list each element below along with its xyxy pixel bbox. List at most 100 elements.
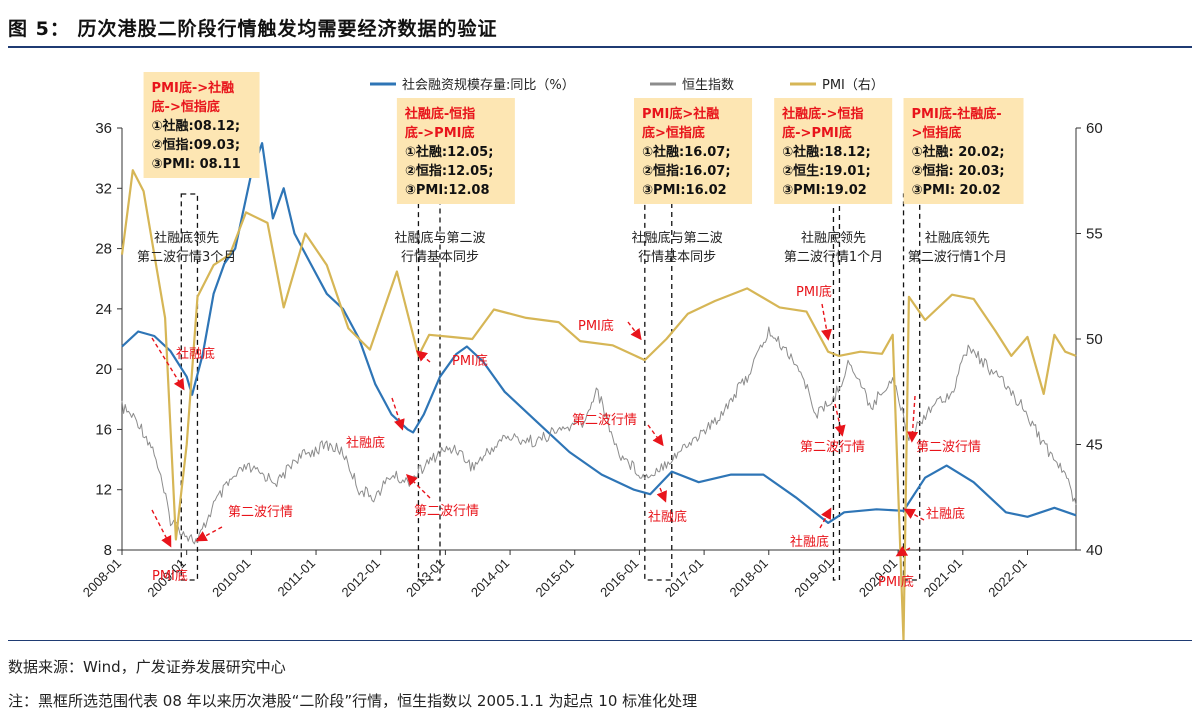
- window-description: 行情基本同步: [638, 250, 716, 265]
- annotation-label: PMI底: [578, 318, 614, 334]
- source-note: 数据来源：Wind，广发证券发展研究中心: [8, 658, 286, 676]
- info-box-line: ②恒指: 20.03;: [912, 163, 1005, 179]
- x-tick-label: 2016-01: [597, 556, 641, 600]
- info-box-line: ①社融:18.12;: [782, 144, 871, 160]
- x-tick-label: 2014-01: [468, 556, 512, 600]
- x-tick-label: 2022-01: [985, 556, 1029, 600]
- annotation-label: PMI底: [452, 353, 488, 369]
- annotation-label: PMI底: [152, 568, 188, 584]
- x-tick-label: 2011-01: [274, 556, 318, 600]
- info-box-line: ③PMI: 08.11: [152, 157, 241, 172]
- annotation-arrow: [819, 507, 832, 529]
- annotation-arrow: [656, 487, 667, 503]
- window-description: 第二波行情1个月: [908, 250, 1007, 265]
- info-box-line: 底>恒指底: [642, 125, 705, 141]
- annotation-arrow: [627, 321, 642, 341]
- y-right-tick-label: 55: [1086, 226, 1103, 243]
- annotation-arrow: [406, 474, 431, 499]
- info-box-line: ②恒生:19.01;: [782, 163, 871, 179]
- info-box: [774, 98, 893, 204]
- window-frame: [180, 193, 199, 581]
- info-box-line: 底->PMI底: [405, 125, 475, 141]
- y-right-tick-label: 60: [1086, 120, 1103, 137]
- info-box: [143, 72, 260, 178]
- bottom-rule: [8, 640, 1192, 641]
- x-tick-label: 2021-01: [921, 556, 965, 600]
- window-description: 第二波行情3个月: [137, 250, 236, 265]
- annotation-arrow: [151, 509, 172, 548]
- x-tick-label: 2017-01: [662, 556, 706, 600]
- annotation-arrow: [647, 424, 664, 447]
- annotation-label: 第二波行情: [800, 440, 865, 455]
- annotation-label: 社融底: [648, 509, 687, 525]
- info-box: [634, 98, 753, 204]
- annotation-label: 第二波行情: [572, 413, 637, 428]
- annotation-arrow: [903, 508, 925, 521]
- info-box-line: 社融底->恒指: [781, 106, 863, 122]
- info-box-line: ①社融: 20.02;: [912, 144, 1005, 160]
- info-box-line: ②恒指:16.07;: [642, 163, 731, 179]
- info-boxes: PMI底->社融底->恒指底 ①社融:08.12; ②恒指:09.03; ③PMI: …: [143, 72, 1024, 204]
- x-tick-label: 2010-01: [209, 556, 253, 600]
- info-box-line: ②恒指:12.05;: [405, 163, 494, 179]
- info-box-line: ③PMI: 20.02: [912, 183, 1001, 198]
- info-box-line: 底->恒指底: [152, 99, 220, 115]
- y-left-tick-label: 24: [95, 301, 112, 318]
- info-box-line: 底->PMI底: [782, 125, 852, 141]
- annotation-arrow: [821, 303, 833, 341]
- annotation-label: 第二波行情: [228, 505, 293, 520]
- figure-title: 图 5： 历次港股二阶段行情触发均需要经济数据的验证: [8, 18, 498, 40]
- window-description: 社融底与第二波: [632, 230, 723, 246]
- y-right-tick-label: 45: [1086, 437, 1103, 454]
- y-left-tick-label: 20: [95, 361, 112, 378]
- window-description: 第二波行情1个月: [784, 250, 883, 265]
- annotation-arrow: [415, 350, 431, 363]
- annotation-arrow: [895, 545, 911, 557]
- info-box-line: >恒指底: [912, 125, 962, 141]
- annotation-arrow: [195, 526, 223, 542]
- series-line-1: [121, 326, 1077, 545]
- title-rule: [8, 46, 1192, 48]
- y-right-tick-label: 50: [1086, 331, 1103, 348]
- x-tick-label: 2019-01: [791, 556, 835, 600]
- x-tick-label: 2012-01: [338, 556, 382, 600]
- info-box-line: PMI底-社融底-: [912, 106, 1002, 122]
- x-tick-label: 2018-01: [727, 556, 771, 600]
- legend-label: 社会融资规模存量:同比（%）: [402, 77, 575, 93]
- y-right-tick-label: 40: [1086, 542, 1103, 559]
- annotations: 社融底PMI底第二波行情社融底PMI底第二波行情PMI底第二波行情社融底PMI底…: [151, 284, 981, 590]
- x-tick-label: 2013-01: [403, 556, 447, 600]
- info-box-line: ①社融:12.05;: [405, 144, 494, 160]
- legend-label: PMI（右）: [822, 78, 884, 93]
- annotation-arrow: [151, 337, 185, 391]
- annotation-arrow: [391, 397, 405, 431]
- legend-label: 恒生指数: [682, 78, 734, 93]
- legend: 社会融资规模存量:同比（%） 恒生指数 PMI（右）: [370, 77, 884, 93]
- y-left-tick-label: 16: [95, 421, 112, 438]
- series-layer: [120, 142, 1077, 640]
- info-box-line: PMI底>社融: [642, 106, 719, 122]
- series-line-0: [121, 142, 1077, 524]
- window-description: 社融底领先: [801, 230, 866, 246]
- info-box-line: ③PMI:16.02: [642, 183, 727, 198]
- y-left-tick-label: 12: [95, 482, 112, 499]
- x-tick-label: 2008-01: [80, 556, 124, 600]
- info-box-line: ③PMI:12.08: [405, 183, 490, 198]
- window-description: 社融底与第二波: [394, 230, 485, 246]
- annotation-label: PMI底: [878, 574, 914, 590]
- info-box: [903, 98, 1024, 204]
- series-line-2: [120, 169, 1077, 640]
- info-box: [396, 98, 515, 204]
- annotation-label: 社融底: [790, 534, 829, 550]
- x-tick-label: 2015-01: [533, 556, 577, 600]
- annotation-arrow: [906, 395, 919, 443]
- annotation-arrow: [834, 403, 846, 437]
- annotation-label: 社融底: [926, 506, 965, 522]
- info-box-line: ③PMI:19.02: [782, 183, 867, 198]
- y-left-tick-label: 32: [95, 180, 112, 197]
- y-left-tick-label: 28: [95, 241, 112, 258]
- info-box-line: 社融底-恒指: [404, 106, 475, 122]
- info-box-line: PMI底->社融: [152, 80, 235, 96]
- annotation-label: 第二波行情: [414, 504, 479, 519]
